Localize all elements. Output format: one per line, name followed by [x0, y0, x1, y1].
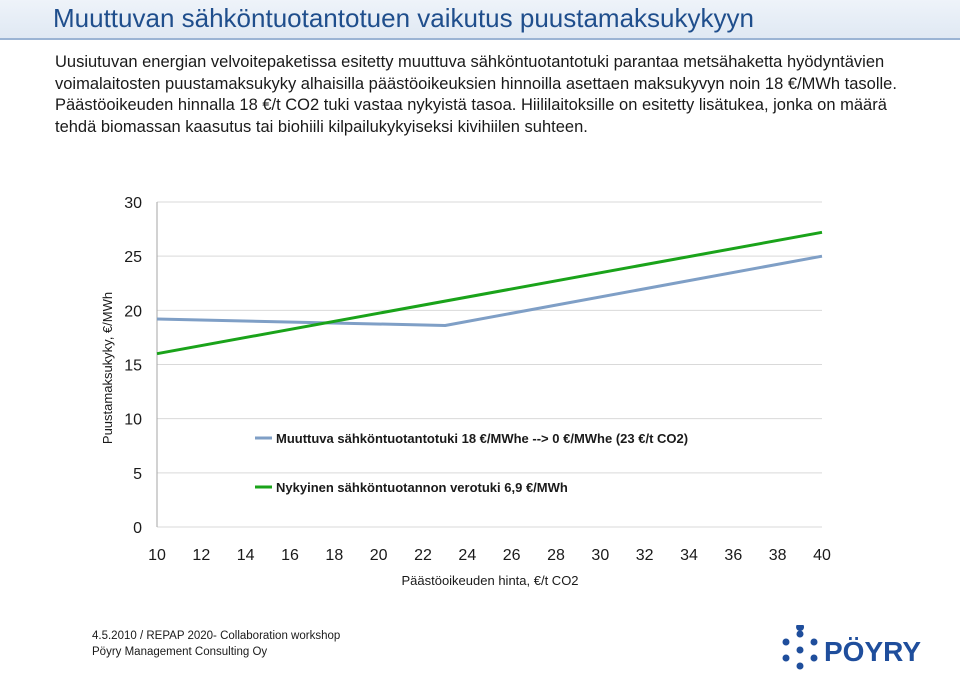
poyry-logo: PÖYRY: [782, 625, 921, 670]
body-text: Uusiutuvan energian velvoitepaketissa es…: [55, 52, 915, 138]
x-tick-label: 16: [281, 547, 299, 564]
x-tick-label: 12: [192, 547, 210, 564]
x-tick-label: 38: [769, 547, 787, 564]
poyry-logo-mark: [782, 625, 818, 670]
tick-layer: 0 5 10 15 20 25 30 10 12 14 16 18 20 22 24 26 28 30 32 34 36…: [124, 195, 831, 564]
title-underline: [0, 38, 960, 40]
title-bar: [0, 0, 960, 40]
footer-date-event: 4.5.2010 / REPAP 2020- Collaboration wor…: [92, 630, 341, 642]
x-tick-label: 36: [724, 547, 742, 564]
y-axis-title: Puustamaksukyky, €/MWh: [100, 292, 115, 444]
poyry-logo-text: PÖYRY: [824, 636, 921, 667]
x-tick-label: 40: [813, 547, 831, 564]
x-tick-label: 10: [148, 547, 166, 564]
x-axis-title: Päästöoikeuden hinta, €/t CO2: [401, 573, 578, 588]
y-tick-label: 30: [124, 195, 142, 212]
x-tick-label: 20: [370, 547, 388, 564]
legend: Muuttuva sähköntuotantotuki 18 €/MWhe --…: [255, 431, 688, 495]
x-tick-label: 34: [680, 547, 698, 564]
series-line-2: [156, 230, 823, 356]
series-line-1: [156, 254, 823, 327]
x-tick-label: 24: [458, 547, 476, 564]
y-tick-label: 20: [124, 303, 142, 320]
body-paragraph: Uusiutuvan energian velvoitepaketissa es…: [55, 53, 897, 136]
legend-label-1: Muuttuva sähköntuotantotuki 18 €/MWhe --…: [276, 431, 688, 446]
page-title: Muuttuvan sähköntuotantotuen vaikutus pu…: [53, 3, 754, 33]
legend-label-2: Nykyinen sähköntuotannon verotuki 6,9 €/…: [276, 480, 568, 495]
y-tick-label: 5: [133, 466, 142, 483]
grid-layer: [157, 201, 822, 528]
y-tick-label: 0: [133, 520, 142, 537]
x-tick-label: 26: [503, 547, 521, 564]
x-tick-label: 30: [591, 547, 609, 564]
y-tick-label: 10: [124, 412, 142, 429]
y-tick-label: 25: [124, 249, 142, 266]
x-tick-label: 14: [237, 547, 255, 564]
x-tick-label: 28: [547, 547, 565, 564]
x-tick-label: 22: [414, 547, 432, 564]
series-layer: [156, 230, 823, 356]
y-tick-label: 15: [124, 358, 142, 375]
x-tick-label: 18: [325, 547, 343, 564]
x-tick-label: 32: [636, 547, 654, 564]
footer-company: Pöyry Management Consulting Oy: [92, 646, 268, 658]
